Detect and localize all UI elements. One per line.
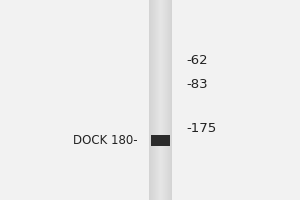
Text: DOCK 180-: DOCK 180- bbox=[74, 134, 138, 146]
Bar bbox=[154, 0, 155, 200]
Text: -83: -83 bbox=[186, 78, 208, 90]
Bar bbox=[163, 0, 164, 200]
Bar bbox=[169, 0, 170, 200]
Text: -175: -175 bbox=[186, 121, 216, 134]
Bar bbox=[155, 0, 156, 200]
Bar bbox=[150, 0, 151, 200]
Bar bbox=[165, 0, 166, 200]
Text: -62: -62 bbox=[186, 53, 208, 66]
Bar bbox=[168, 0, 169, 200]
Bar bbox=[162, 0, 163, 200]
Bar bbox=[161, 0, 162, 200]
Bar bbox=[153, 0, 154, 200]
Bar bbox=[166, 0, 167, 200]
Bar bbox=[159, 0, 160, 200]
Bar bbox=[167, 0, 168, 200]
Bar bbox=[160, 0, 161, 200]
Bar bbox=[171, 0, 172, 200]
Bar bbox=[149, 0, 150, 200]
Bar bbox=[152, 0, 153, 200]
Bar bbox=[157, 0, 158, 200]
Bar bbox=[164, 0, 165, 200]
Bar bbox=[170, 0, 171, 200]
Bar bbox=[151, 135, 170, 146]
Bar bbox=[169, 0, 170, 200]
Bar bbox=[160, 0, 161, 200]
Bar bbox=[158, 0, 159, 200]
Bar bbox=[156, 0, 157, 200]
Bar bbox=[151, 0, 152, 200]
Bar bbox=[154, 0, 155, 200]
